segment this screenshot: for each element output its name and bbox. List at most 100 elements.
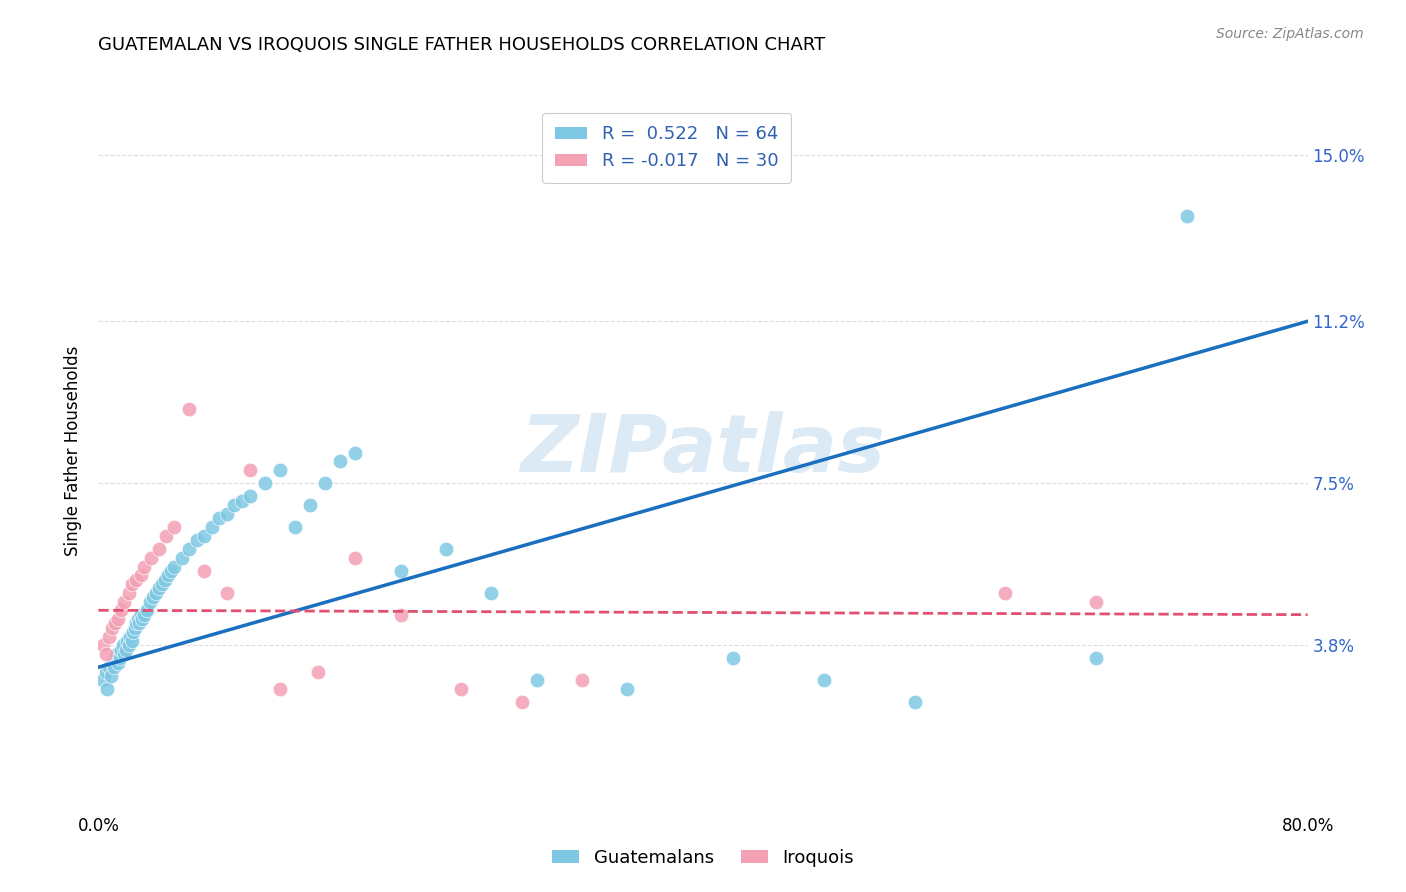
Point [224, 498, 246, 512]
Point [112, 647, 135, 661]
Point [239, 463, 262, 477]
Point [122, 625, 145, 640]
Point [112, 594, 135, 608]
Point [231, 493, 253, 508]
Point [121, 634, 143, 648]
Point [91, 673, 114, 688]
Point [141, 550, 163, 565]
Point [111, 638, 134, 652]
Point [163, 559, 186, 574]
Point [269, 682, 291, 697]
Point [510, 695, 533, 709]
Point [813, 673, 835, 688]
Point [389, 564, 412, 578]
Point [132, 607, 155, 622]
Point [284, 520, 307, 534]
Legend: Guatemalans, Iroquois: Guatemalans, Iroquois [546, 842, 860, 874]
Text: Source: ZipAtlas.com: Source: ZipAtlas.com [1216, 27, 1364, 41]
Point [723, 651, 745, 665]
Point [101, 656, 124, 670]
Point [314, 476, 336, 491]
Point [107, 656, 129, 670]
Point [124, 621, 146, 635]
Point [145, 586, 167, 600]
Point [139, 594, 162, 608]
Point [1085, 594, 1108, 608]
Point [128, 616, 150, 631]
Point [571, 673, 593, 688]
Point [904, 695, 927, 709]
Point [616, 682, 638, 697]
Point [118, 586, 141, 600]
Point [389, 607, 412, 622]
Point [329, 454, 352, 468]
Point [120, 630, 142, 644]
Point [132, 559, 155, 574]
Point [100, 669, 122, 683]
Point [98, 630, 121, 644]
Point [1175, 209, 1198, 223]
Point [170, 550, 193, 565]
Point [253, 476, 276, 491]
Point [118, 638, 141, 652]
Legend: R =  0.522   N = 64, R = -0.017   N = 30: R = 0.522 N = 64, R = -0.017 N = 30 [543, 112, 792, 183]
Point [103, 660, 125, 674]
Point [94, 647, 117, 661]
Y-axis label: Single Father Households: Single Father Households [65, 345, 83, 556]
Point [156, 568, 179, 582]
Point [299, 498, 322, 512]
Point [193, 564, 215, 578]
Point [104, 651, 127, 665]
Point [125, 573, 148, 587]
Point [127, 612, 149, 626]
Point [186, 533, 208, 548]
Point [155, 529, 177, 543]
Point [125, 616, 148, 631]
Point [163, 520, 186, 534]
Point [129, 607, 152, 622]
Text: ZIPatlas: ZIPatlas [520, 411, 886, 490]
Point [208, 511, 231, 525]
Point [994, 586, 1017, 600]
Point [98, 660, 121, 674]
Point [105, 647, 128, 661]
Point [96, 682, 118, 697]
Point [307, 665, 329, 679]
Point [114, 642, 136, 657]
Point [450, 682, 472, 697]
Point [481, 586, 503, 600]
Point [104, 616, 127, 631]
Point [160, 564, 183, 578]
Point [344, 550, 367, 565]
Point [91, 638, 114, 652]
Point [108, 651, 131, 665]
Point [115, 634, 138, 648]
Point [344, 445, 367, 459]
Point [526, 673, 548, 688]
Point [434, 541, 457, 556]
Point [215, 507, 238, 521]
Text: GUATEMALAN VS IROQUOIS SINGLE FATHER HOUSEHOLDS CORRELATION CHART: GUATEMALAN VS IROQUOIS SINGLE FATHER HOU… [98, 36, 825, 54]
Point [121, 577, 143, 591]
Point [153, 573, 176, 587]
Point [148, 582, 170, 596]
Point [179, 401, 201, 416]
Point [101, 621, 124, 635]
Point [269, 463, 291, 477]
Point [135, 603, 157, 617]
Point [110, 642, 132, 657]
Point [239, 490, 262, 504]
Point [193, 529, 215, 543]
Point [1085, 651, 1108, 665]
Point [110, 603, 132, 617]
Point [215, 586, 238, 600]
Point [107, 612, 129, 626]
Point [129, 568, 152, 582]
Point [94, 665, 117, 679]
Point [148, 541, 170, 556]
Point [131, 612, 153, 626]
Point [201, 520, 224, 534]
Point [179, 541, 201, 556]
Point [150, 577, 173, 591]
Point [142, 590, 165, 604]
